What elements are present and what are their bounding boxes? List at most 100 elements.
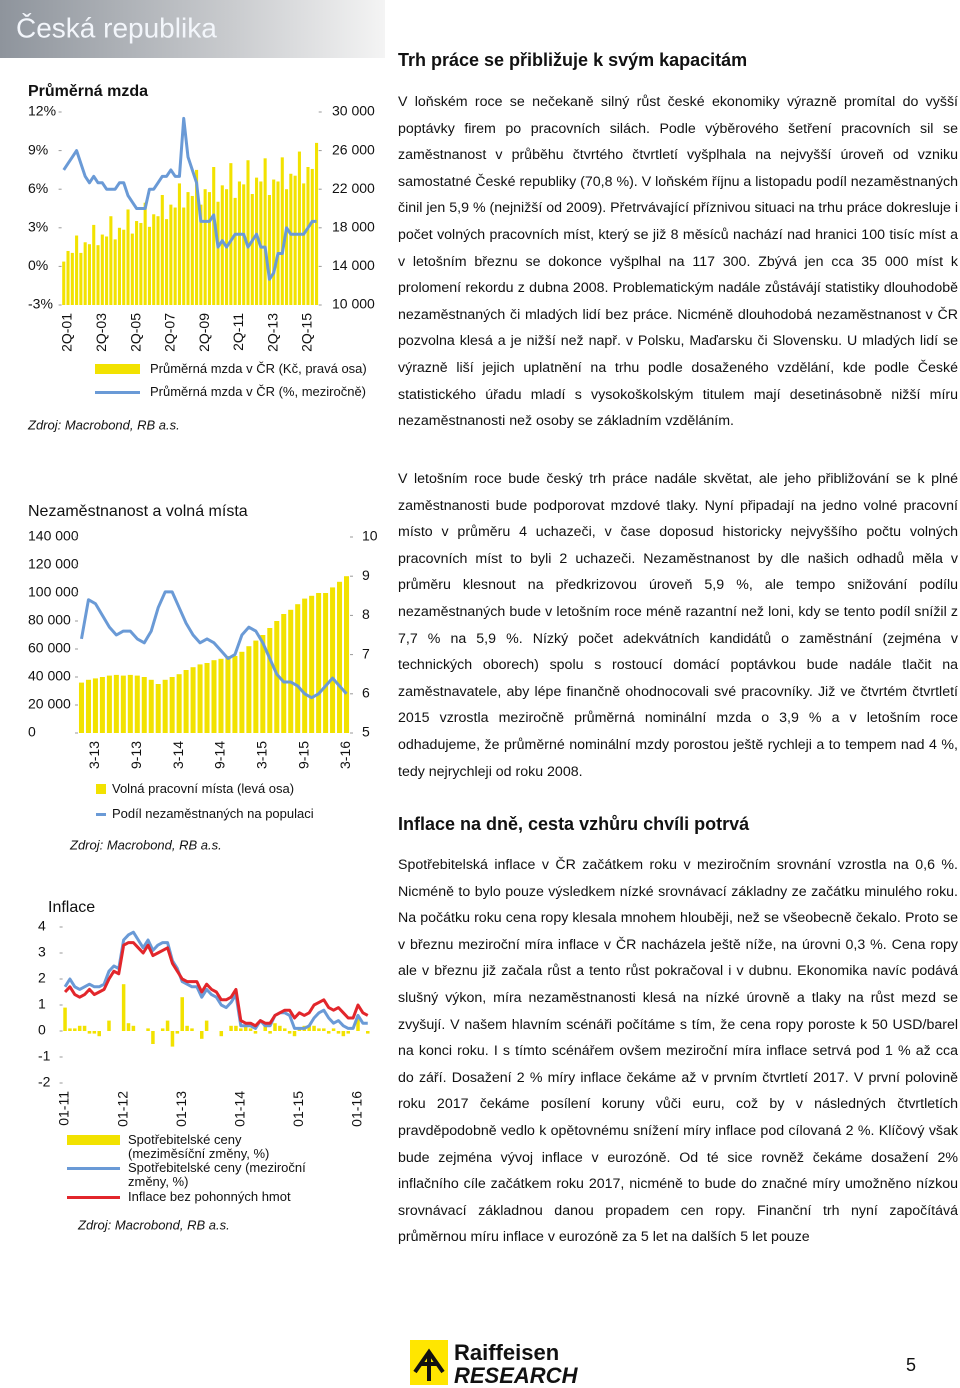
bar <box>130 233 134 305</box>
x-tick-label: 2Q-11 <box>230 313 246 351</box>
legend-label: Spotřebitelské ceny (meziroční změny, %) <box>128 1160 306 1189</box>
bar <box>306 167 310 305</box>
page-number: 5 <box>906 1355 916 1375</box>
bar <box>122 229 126 305</box>
bar <box>131 1025 136 1031</box>
bar <box>92 678 98 733</box>
bar <box>267 628 273 733</box>
x-tick-label: 2Q-13 <box>264 313 280 352</box>
x-tick-label: 3-14 <box>170 741 186 769</box>
bar <box>274 621 280 733</box>
y-tick-label: 1 <box>38 996 46 1012</box>
bar <box>344 576 350 733</box>
bar <box>220 185 224 305</box>
bar <box>63 1007 67 1031</box>
bar <box>183 670 189 733</box>
bar <box>152 214 156 305</box>
bar <box>139 222 143 305</box>
bar <box>143 202 147 305</box>
x-tick-label: 2Q-05 <box>127 313 143 352</box>
bar <box>219 1031 224 1037</box>
bar <box>225 656 231 733</box>
bar <box>211 660 217 733</box>
chart-title: Inflace <box>48 899 95 916</box>
section-heading: Inflace na dně, cesta vzhůru chvíli potr… <box>398 814 750 834</box>
bar <box>195 169 199 305</box>
line <box>80 590 348 700</box>
bar <box>62 261 66 305</box>
bar <box>134 675 140 733</box>
y2-tick-label: 7 <box>362 645 370 661</box>
bar <box>117 227 121 305</box>
bar <box>233 197 237 305</box>
bar <box>190 1028 194 1031</box>
bar <box>282 1028 287 1031</box>
bar <box>292 1031 297 1037</box>
bar <box>309 595 315 733</box>
bar <box>273 1023 277 1031</box>
bar <box>268 1031 272 1034</box>
bar <box>307 1025 311 1031</box>
bar <box>113 239 117 305</box>
bar <box>255 177 259 305</box>
legend-swatch <box>96 784 106 794</box>
y-tick-label: 80 000 <box>28 612 71 628</box>
bar <box>276 181 280 305</box>
bar <box>160 1028 165 1031</box>
legend-swatch <box>67 1135 120 1145</box>
bar <box>105 236 109 305</box>
paragraph: Spotřebitelská inflace v ČR začátkem rok… <box>398 857 958 1246</box>
bar <box>87 1031 92 1034</box>
y-tick-label: 120 000 <box>28 556 79 572</box>
bar <box>243 1025 248 1031</box>
bar <box>310 168 314 305</box>
x-tick-label: 9-15 <box>295 741 311 769</box>
y-tick-label: 0% <box>28 257 48 273</box>
y2-tick-label: 22 000 <box>332 180 375 196</box>
y-tick-label: 40 000 <box>28 668 71 684</box>
bar <box>162 679 168 733</box>
y2-tick-label: 5 <box>362 724 370 740</box>
y-tick-label: 20 000 <box>28 696 71 712</box>
y-tick-label: 9% <box>28 141 48 157</box>
bar <box>287 1031 292 1034</box>
bar <box>155 684 161 733</box>
bar <box>312 1025 316 1031</box>
bar <box>250 194 254 305</box>
y-tick-label: 2 <box>38 970 46 986</box>
bar <box>170 1031 175 1047</box>
bar <box>120 675 126 733</box>
bar <box>288 609 294 733</box>
bar <box>78 682 84 733</box>
section-heading: Trh práce se přibližuje k svým kapacitám <box>398 50 748 70</box>
bar <box>82 1025 87 1031</box>
chart-source: Zdroj: Macrobond, RB a.s. <box>27 417 180 432</box>
bar <box>75 235 79 305</box>
bar <box>148 679 154 733</box>
y-tick-label: -1 <box>38 1048 51 1064</box>
legend-swatch <box>96 813 106 816</box>
chart-title: Nezaměstnanost a volná místa <box>28 503 248 520</box>
x-tick-label: 9-14 <box>212 741 228 769</box>
y2-tick-label: 10 000 <box>332 296 375 312</box>
bar <box>165 219 169 305</box>
bar <box>322 1028 326 1031</box>
bar <box>176 674 182 733</box>
bar <box>169 677 175 733</box>
bar <box>315 142 319 305</box>
x-tick-label: 01-14 <box>232 1091 248 1127</box>
bar <box>323 593 329 733</box>
bar <box>293 175 297 305</box>
header-title: Česká republika <box>16 12 217 43</box>
bar <box>234 1025 238 1031</box>
bar <box>337 581 343 733</box>
bar <box>177 183 181 305</box>
bar <box>73 1028 77 1031</box>
y2-tick-label: 30 000 <box>332 103 375 119</box>
y-tick-label: 60 000 <box>28 640 71 656</box>
logo-text: RESEARCH <box>454 1363 579 1388</box>
bar <box>141 677 147 733</box>
bar <box>79 252 83 305</box>
